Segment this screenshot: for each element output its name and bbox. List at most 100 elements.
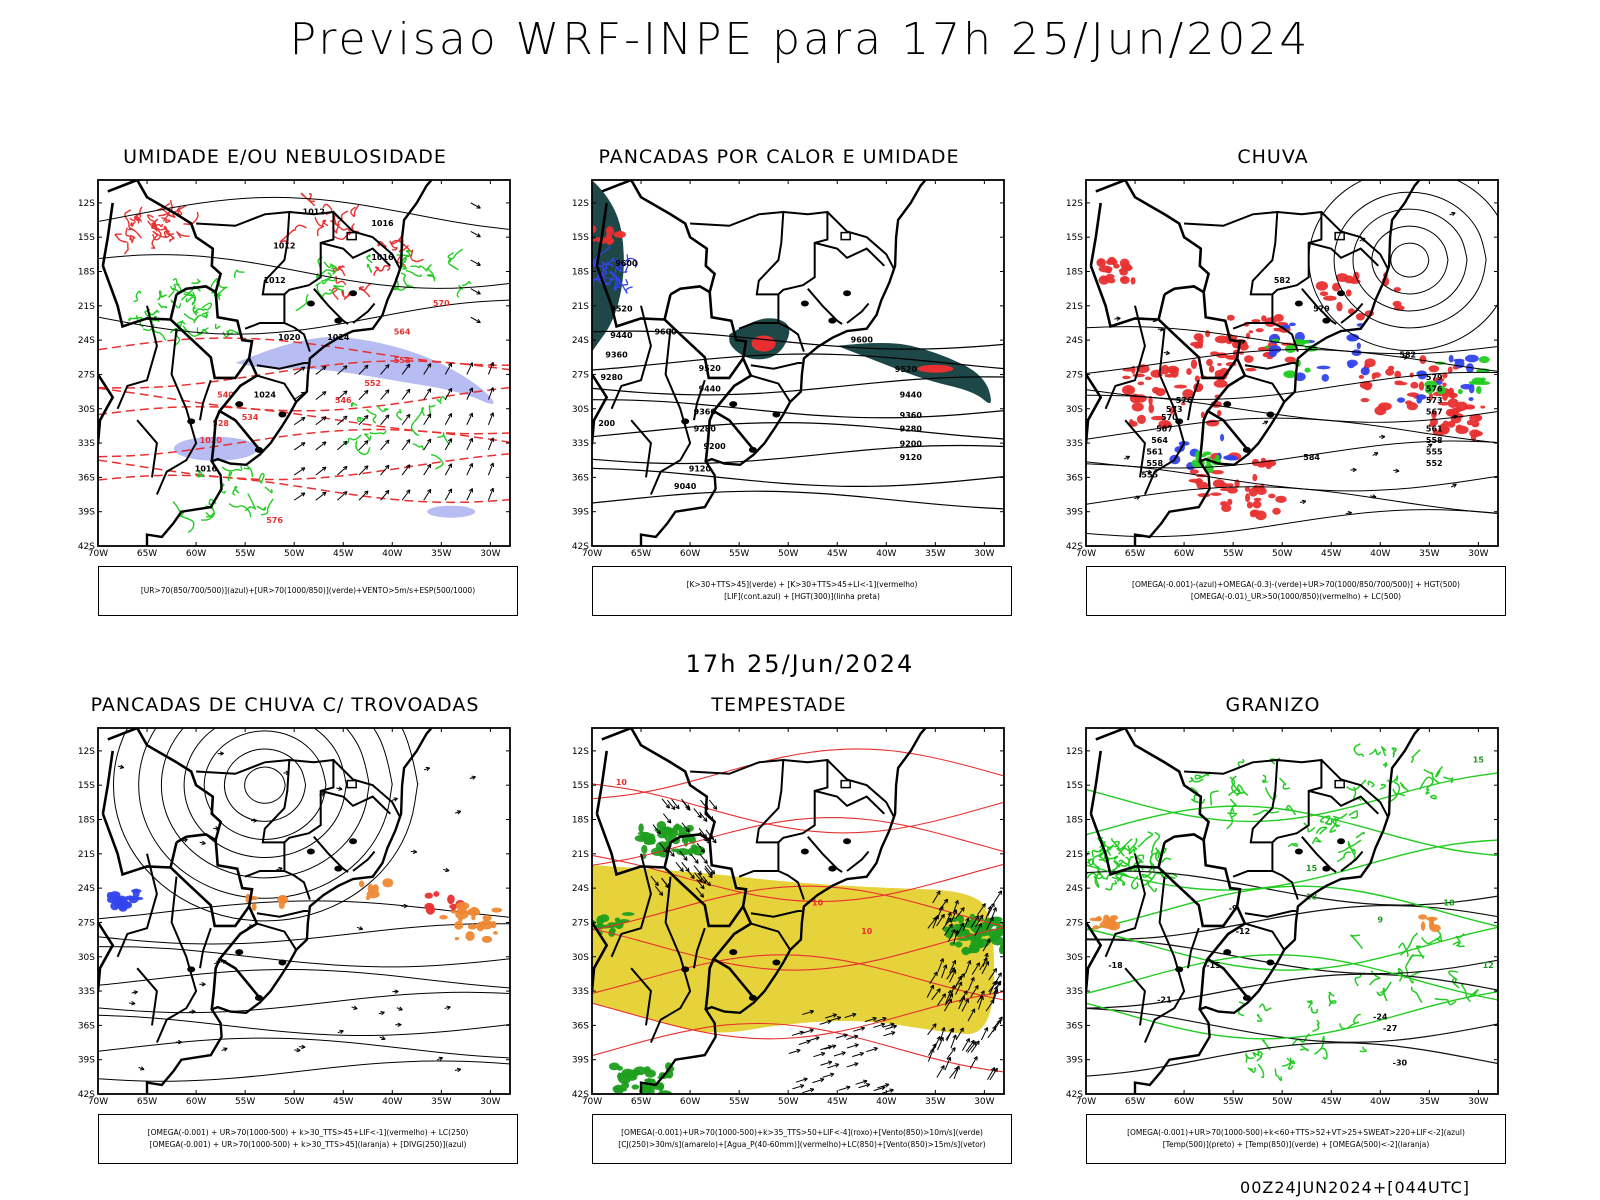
wind-vector xyxy=(936,914,945,927)
wind-850-area-green xyxy=(641,844,648,854)
rain-area-red xyxy=(1151,415,1165,421)
wind-vector xyxy=(666,819,672,824)
state-border xyxy=(693,927,706,969)
temp-850-contour xyxy=(1112,860,1121,873)
wind-vector xyxy=(358,490,369,501)
wind-vector xyxy=(992,968,998,973)
wind-vector xyxy=(827,1063,840,1069)
lat-label: 42S xyxy=(1066,1090,1083,1100)
state-border xyxy=(332,211,401,270)
state-border xyxy=(690,210,785,330)
lake-shape xyxy=(1322,317,1331,324)
lake-shape xyxy=(1175,418,1184,425)
wind-vector xyxy=(401,489,411,501)
lon-label: 60W xyxy=(680,1097,700,1107)
wind-850-area-green xyxy=(638,823,644,833)
state-border xyxy=(1124,967,1146,1026)
state-border xyxy=(777,210,829,296)
wind-vector xyxy=(846,1043,859,1049)
panel-granizo[interactable]: GRANIZO -9 -12 -15 -18 -21 -24 -27 -30 15 15 18 18 12… xyxy=(1038,694,1508,1184)
rain-area-red xyxy=(1226,355,1238,360)
lon-label: 70W xyxy=(1076,1097,1096,1107)
temp-850-contour xyxy=(1420,935,1441,945)
lake-shape xyxy=(772,959,781,966)
wind-vector xyxy=(890,1022,895,1027)
wind-vector xyxy=(979,995,984,1001)
temp-500-contour xyxy=(1086,973,1498,1009)
contour-label: -24 xyxy=(1373,1013,1388,1022)
wind-vector xyxy=(960,922,965,928)
temp-850-contour xyxy=(1328,991,1335,1005)
wind-vector xyxy=(699,811,708,822)
forecast-map[interactable]: 10 10 10 12S 15S 18S 21S 24S 27S 30S 33S 36S 39S 42S7… xyxy=(544,722,1014,1112)
rain-area-green xyxy=(1478,356,1490,364)
humidity-contour-green xyxy=(205,511,215,518)
state-border xyxy=(155,876,198,1043)
temp-850-contour xyxy=(1188,776,1204,783)
legend-line: [OMEGA(-0.001)+UR>70(1000-500)+k<60+TTS>… xyxy=(1127,1128,1465,1137)
contour-label: 9280 xyxy=(900,425,923,434)
temp-850-contour xyxy=(1151,831,1161,852)
wind-vector xyxy=(447,362,453,368)
pressure-contour xyxy=(98,196,510,230)
shower-area-orange xyxy=(278,901,285,910)
panel-umidade[interactable]: UMIDADE E/OU NEBULOSIDADE 1012 1012 1016 101… xyxy=(50,146,520,636)
temp-850-contour xyxy=(1086,991,1498,1040)
rain-area-red xyxy=(1393,287,1401,292)
lon-label: 40W xyxy=(1370,549,1390,559)
panel-tempestade[interactable]: TEMPESTADE 10 10 10 12S 15S 18S 21S 24S 27S 30S 33S… xyxy=(544,694,1014,1184)
forecast-map[interactable]: 582 579 576 573 570 567 564 561 558 555 584 582 579 5… xyxy=(1038,174,1508,564)
temp-850-contour xyxy=(1313,1035,1325,1056)
wind-850-area-green xyxy=(608,1096,619,1100)
wind-vector xyxy=(929,971,938,985)
country-border xyxy=(98,373,115,448)
rain-area-blue xyxy=(1466,363,1474,374)
forecast-map[interactable]: -9 -12 -15 -18 -21 -24 -27 -30 15 15 18 18 12 9 12S 15S… xyxy=(1038,722,1508,1112)
wind-vector xyxy=(476,233,481,238)
contour-label: 573 xyxy=(1426,396,1443,405)
humidity-area-blue xyxy=(427,505,476,518)
lat-label: 42S xyxy=(572,1090,589,1100)
panel-chuva[interactable]: CHUVA 582 579 576 573 570 567 564 561 558 555 584 58… xyxy=(1038,146,1508,636)
wind-vector xyxy=(802,1010,814,1016)
contour-label: 1024 xyxy=(254,390,277,399)
panel-pancadas-calor[interactable]: PANCADAS POR CALOR E UMIDADE 9600 9520 9440… xyxy=(544,146,1014,636)
wind-vector xyxy=(406,464,411,469)
rain-area-red xyxy=(1239,342,1249,351)
panel-pancadas-trovoadas[interactable]: PANCADAS DE CHUVA C/ TROVOADAS 12S 15S 18S 2… xyxy=(50,694,520,1184)
wind-vector xyxy=(943,998,952,1012)
state-border xyxy=(630,967,652,1026)
wind-850-area-green xyxy=(1000,943,1004,951)
wind-vector xyxy=(321,466,327,471)
streamline xyxy=(1308,180,1498,352)
lat-label: 15S xyxy=(1066,781,1083,791)
streamline-arrow xyxy=(1352,467,1357,473)
streamline-arrow xyxy=(1451,211,1456,217)
state-border xyxy=(750,910,802,918)
streamline-arrow xyxy=(339,1029,344,1034)
wind-vector xyxy=(679,850,688,861)
contour-label: 558 xyxy=(394,356,411,365)
coastline xyxy=(639,180,928,546)
lat-label: 36S xyxy=(78,473,95,483)
state-border xyxy=(846,850,870,872)
country-border xyxy=(595,813,665,877)
wind-850-area-green xyxy=(673,824,683,831)
wind-850-area-green xyxy=(651,1085,664,1090)
lat-label: 15S xyxy=(572,781,589,791)
forecast-map[interactable]: 9600 9520 9440 9360 9280 9200 9120 9040 9600 9520… xyxy=(544,174,1014,564)
humidity-contour-green xyxy=(333,285,345,292)
wind-vector xyxy=(947,998,953,1004)
wind-vector xyxy=(949,1066,959,1079)
wind-vector xyxy=(947,1056,952,1062)
temp-850-contour xyxy=(1355,831,1365,839)
legend-line: [Temp(500)](preto) + [Temp(850)](verde) … xyxy=(1162,1140,1430,1149)
wind-vector xyxy=(489,387,495,392)
temp-850-contour xyxy=(1231,775,1246,794)
wind-850-area-green xyxy=(664,832,673,842)
wind-vector xyxy=(468,387,474,392)
contour-label: 576 xyxy=(1176,396,1193,405)
